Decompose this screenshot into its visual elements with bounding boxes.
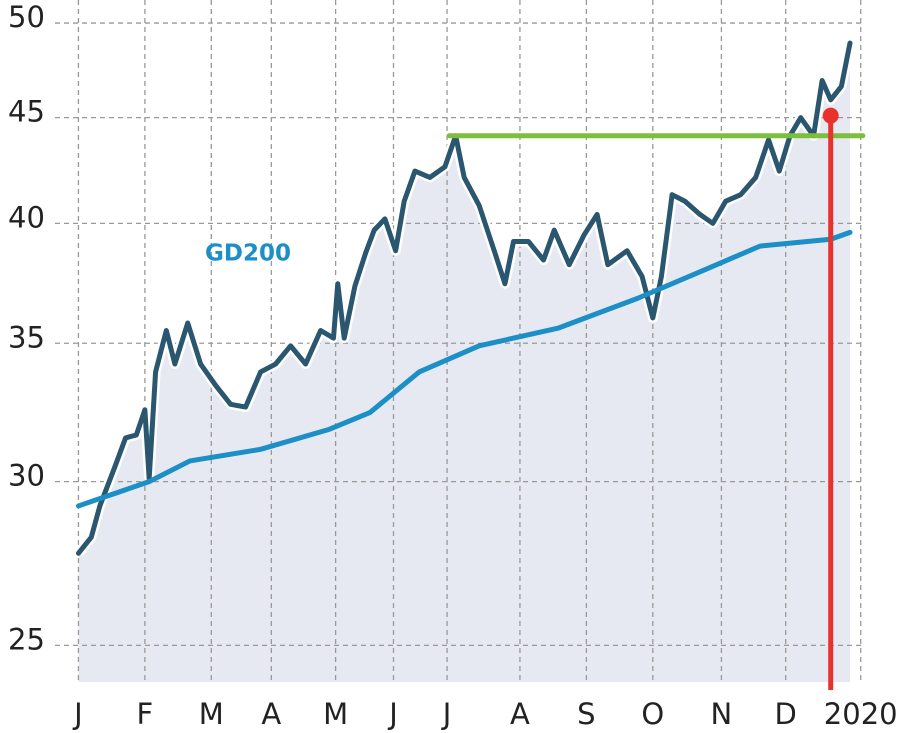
x-tick-label: A (261, 697, 281, 731)
series-label: GD200 (205, 241, 291, 267)
x-tick-label: M (199, 697, 224, 731)
y-tick-label: 35 (8, 320, 45, 354)
marker-dot (822, 107, 839, 124)
y-tick-label: 30 (8, 459, 45, 493)
x-tick-label: F (137, 697, 154, 731)
x-tick-label: J (441, 697, 452, 731)
y-tick-label: 50 (8, 0, 45, 34)
x-tick-label: M (323, 697, 348, 731)
x-tick-label: S (577, 697, 595, 731)
y-tick-label: 40 (8, 200, 45, 234)
y-tick-label: 25 (8, 622, 45, 656)
area (78, 43, 850, 683)
x-tick-label: A (510, 697, 530, 731)
x-tick-label: O (641, 697, 664, 731)
x-tick-label: D (775, 697, 797, 731)
x-tick-label: 2020 (824, 697, 898, 731)
line (75, 229, 853, 509)
x-tick-label: J (72, 697, 83, 731)
line (75, 40, 853, 556)
x-tick-label: J (387, 697, 398, 731)
x-tick-label: N (711, 697, 733, 731)
y-tick-label: 45 (8, 95, 45, 129)
